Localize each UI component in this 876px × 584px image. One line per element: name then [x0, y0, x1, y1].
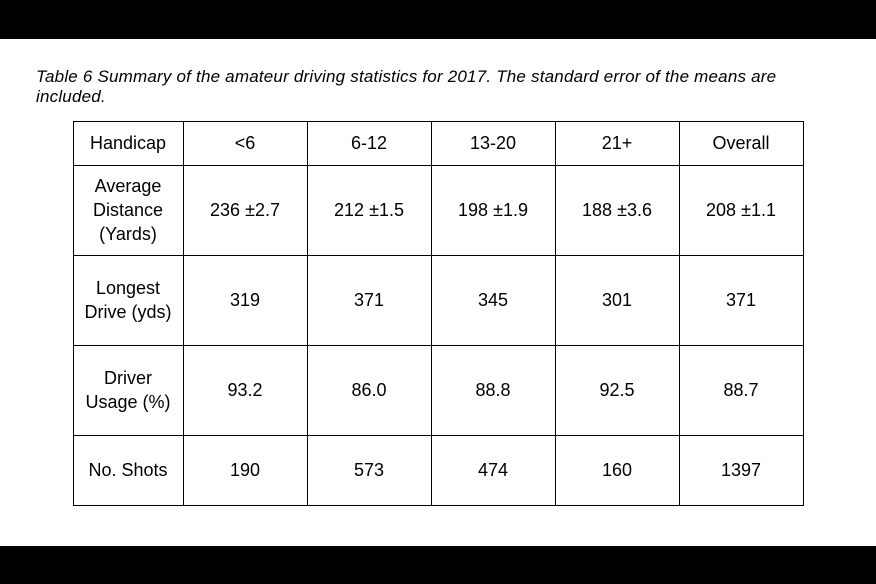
cell: 88.7 — [679, 345, 803, 435]
table-row: No. Shots 190 573 474 160 1397 — [73, 435, 803, 505]
table-header-row: Handicap <6 6-12 13-20 21+ Overall — [73, 121, 803, 165]
cell: 160 — [555, 435, 679, 505]
col-header-handicap: Handicap — [73, 121, 183, 165]
cell: 345 — [431, 255, 555, 345]
cell: 86.0 — [307, 345, 431, 435]
table-row: Average Distance (Yards) 236 ±2.7 212 ±1… — [73, 165, 803, 255]
col-header-21plus: 21+ — [555, 121, 679, 165]
cell: 93.2 — [183, 345, 307, 435]
cell: 573 — [307, 435, 431, 505]
cell: 88.8 — [431, 345, 555, 435]
cell: 301 — [555, 255, 679, 345]
row-label: Longest Drive (yds) — [73, 255, 183, 345]
cell: 188 ±3.6 — [555, 165, 679, 255]
cell: 212 ±1.5 — [307, 165, 431, 255]
row-label: Average Distance (Yards) — [73, 165, 183, 255]
cell: 474 — [431, 435, 555, 505]
cell: 92.5 — [555, 345, 679, 435]
page: Table 6 Summary of the amateur driving s… — [0, 39, 876, 546]
cell: 208 ±1.1 — [679, 165, 803, 255]
cell: 190 — [183, 435, 307, 505]
cell: 236 ±2.7 — [183, 165, 307, 255]
cell: 371 — [679, 255, 803, 345]
cell: 319 — [183, 255, 307, 345]
col-header-overall: Overall — [679, 121, 803, 165]
table-caption: Table 6 Summary of the amateur driving s… — [36, 67, 840, 107]
col-header-13-20: 13-20 — [431, 121, 555, 165]
col-header-lt6: <6 — [183, 121, 307, 165]
table-row: Longest Drive (yds) 319 371 345 301 371 — [73, 255, 803, 345]
stats-table: Handicap <6 6-12 13-20 21+ Overall Avera… — [73, 121, 804, 506]
col-header-6-12: 6-12 — [307, 121, 431, 165]
cell: 1397 — [679, 435, 803, 505]
row-label: Driver Usage (%) — [73, 345, 183, 435]
row-label: No. Shots — [73, 435, 183, 505]
cell: 371 — [307, 255, 431, 345]
table-row: Driver Usage (%) 93.2 86.0 88.8 92.5 88.… — [73, 345, 803, 435]
cell: 198 ±1.9 — [431, 165, 555, 255]
